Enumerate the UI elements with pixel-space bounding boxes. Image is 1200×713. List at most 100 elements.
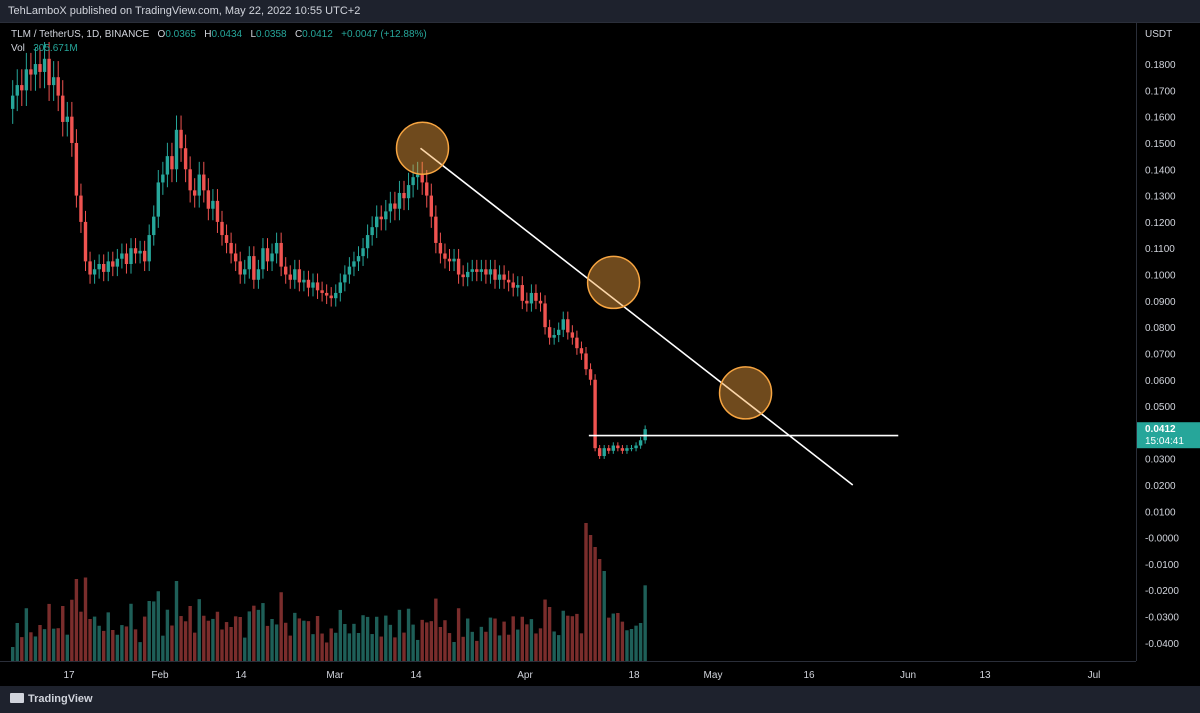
price-scale-svg: USDT 0.1800 0.1700 0.1600 0.1500 0.1400 0.1300… — [1137, 29, 1200, 650]
volume-bar — [261, 603, 265, 661]
volume-bar — [611, 613, 615, 661]
candle-body — [24, 69, 29, 91]
volume-bar — [456, 608, 461, 661]
volume-bar — [120, 625, 124, 661]
volume-bar — [543, 599, 547, 661]
brand-text: TradingView — [28, 693, 93, 705]
volume-bar — [206, 620, 211, 661]
time-tick-label: Mar — [326, 670, 344, 681]
candle-body — [302, 279, 306, 283]
volume-bar — [61, 606, 65, 661]
candle-body — [538, 300, 543, 304]
candle-body — [274, 242, 279, 254]
candle-body — [434, 216, 438, 243]
candle-body — [315, 282, 320, 291]
price-chart[interactable] — [0, 23, 1136, 661]
candle-body — [425, 182, 429, 196]
volume-bar — [388, 624, 393, 661]
candle-body — [265, 248, 270, 262]
volume-bar — [347, 633, 352, 661]
legend-h-label: H — [204, 29, 212, 40]
legend-change: +0.0047 (+12.88%) — [341, 29, 427, 40]
volume-bar — [402, 632, 406, 661]
candle-body — [506, 279, 511, 283]
price-tick-label: 0.1400 — [1145, 165, 1176, 176]
volume-bar — [438, 627, 443, 661]
candle-body — [65, 116, 69, 122]
volume-bar — [570, 616, 575, 661]
candle-body — [420, 174, 424, 183]
volume-bar — [83, 577, 88, 661]
candle-body — [438, 242, 443, 254]
candle-body — [243, 269, 247, 275]
candle-body — [42, 58, 47, 72]
price-unit: USDT — [1145, 29, 1172, 40]
volume-bar — [197, 599, 201, 661]
price-tick-label: 0.1800 — [1145, 60, 1176, 71]
candle-body — [152, 216, 156, 236]
volume-bar — [193, 632, 197, 661]
time-tick-label: 18 — [628, 670, 640, 681]
candle-body — [566, 319, 570, 333]
candle-body — [142, 250, 147, 262]
candle-body — [365, 235, 370, 249]
volume-bar — [133, 629, 138, 661]
candle-body — [497, 274, 502, 280]
price-tick-label: -0.0200 — [1145, 586, 1179, 597]
legend-row-volume: Vol 305.671M — [11, 42, 427, 56]
candle-body — [452, 258, 456, 262]
volume-bar — [115, 634, 120, 661]
volume-bar — [79, 611, 83, 661]
volume-bar — [466, 618, 470, 661]
candle-body — [15, 85, 19, 96]
touch-point-circle — [586, 255, 641, 310]
candle-body — [470, 269, 474, 272]
candle-body — [584, 353, 588, 370]
volume-bar — [188, 606, 192, 661]
tradingview-logo[interactable]: TradingView — [10, 693, 93, 705]
price-tick-label: -0.0400 — [1145, 639, 1179, 650]
candle-body — [20, 85, 24, 91]
candle-body — [284, 266, 288, 275]
price-tick-label: -0.0300 — [1145, 613, 1179, 624]
candle-body — [402, 192, 406, 199]
volume-bar — [356, 633, 361, 661]
volume-bar — [288, 635, 292, 661]
candle-body — [447, 258, 452, 262]
candle-body — [525, 300, 529, 304]
candle-body — [634, 445, 638, 449]
candle-body — [561, 319, 565, 330]
volume-bar — [252, 605, 256, 661]
candle-body — [33, 64, 38, 75]
volume-bar — [247, 611, 251, 661]
candle-body — [47, 58, 51, 86]
price-scale[interactable]: USDT 0.1800 0.1700 0.1600 0.1500 0.1400 0.1300… — [1136, 23, 1200, 661]
candle-body — [147, 235, 151, 262]
candle-body — [625, 448, 629, 451]
time-tick-label: 14 — [235, 670, 247, 681]
last-price-label: 0.0412 — [1145, 424, 1176, 435]
time-tick-label: 17 — [63, 670, 75, 681]
volume-bar — [415, 639, 420, 661]
time-scale[interactable]: 17 Feb 14 Mar 14 Apr 18 May 16 Jun 13 Jul — [0, 661, 1136, 687]
candle-body — [597, 448, 602, 457]
candle-body — [233, 253, 238, 262]
volume-bar — [434, 598, 438, 661]
tradingview-icon — [10, 693, 24, 703]
candle-body — [579, 348, 584, 354]
chart-area[interactable] — [0, 23, 1136, 661]
volume-bar — [329, 628, 333, 661]
volume-bar — [475, 640, 479, 661]
volume-bar — [70, 599, 74, 661]
volume-bar — [484, 631, 488, 661]
volume-bar — [625, 630, 629, 661]
candle-body — [543, 303, 547, 328]
volume-bar — [452, 642, 456, 661]
candle-body — [270, 253, 274, 262]
volume-bar — [229, 627, 233, 661]
price-tick-label: 0.0500 — [1145, 402, 1176, 413]
volume-bar — [352, 623, 356, 661]
volume-bar — [233, 616, 238, 661]
volume-bar — [393, 637, 397, 661]
volume-bar — [584, 523, 588, 661]
